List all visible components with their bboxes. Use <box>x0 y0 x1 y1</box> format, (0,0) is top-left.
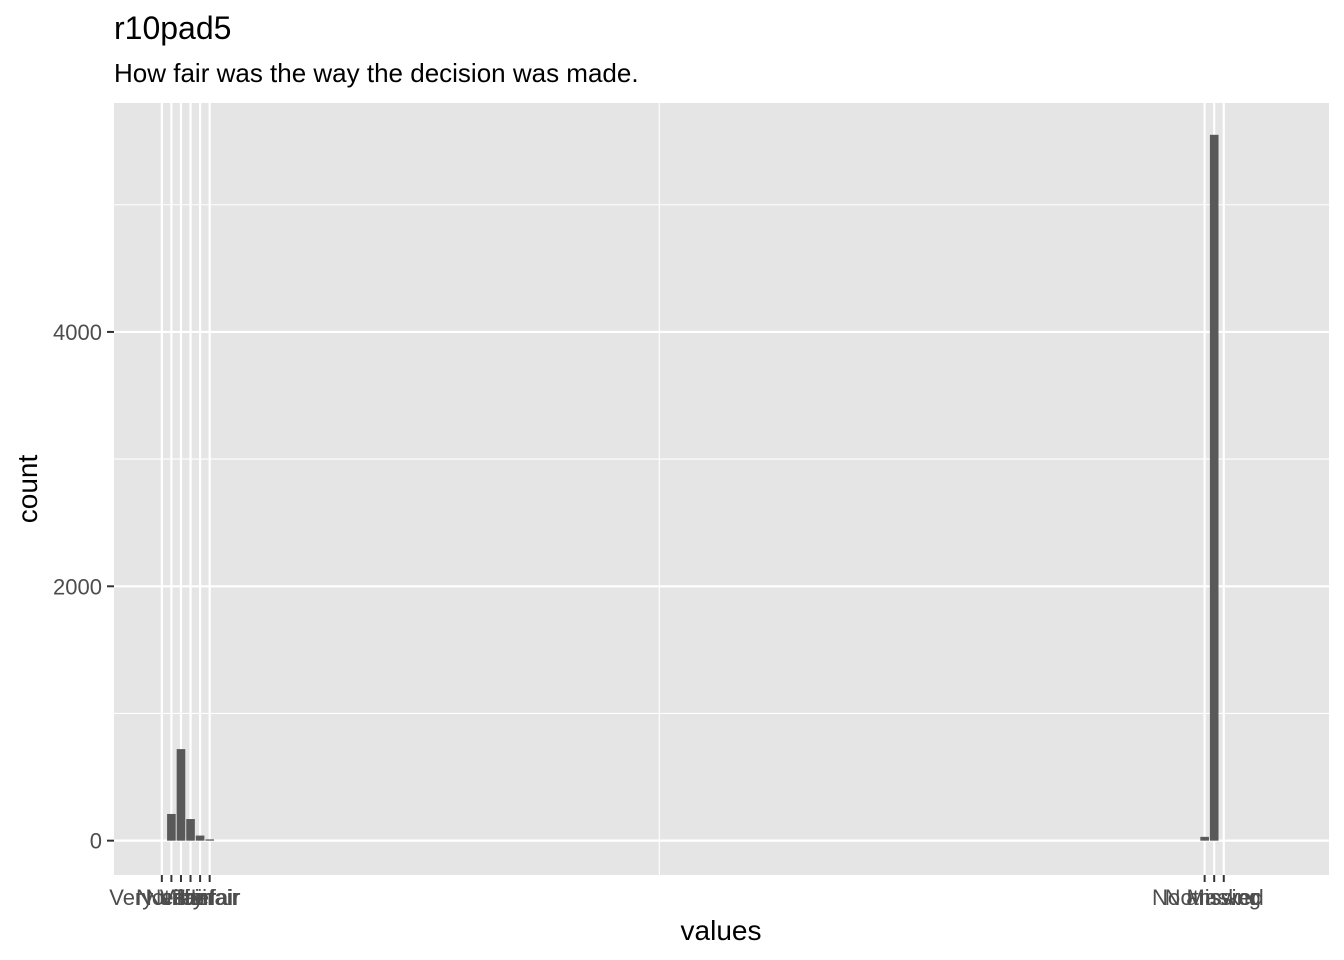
y-axis-title: count <box>12 455 43 524</box>
x-tick-label-fair: Fair <box>172 885 210 910</box>
bar-not-fair <box>167 813 176 841</box>
bar-no-answer <box>1200 836 1209 841</box>
x-tick-label-neither: Neither <box>146 885 217 910</box>
bars <box>167 134 1219 841</box>
bar-unfair <box>205 839 214 841</box>
x-tick-label-very-fair: Very fair <box>160 885 241 910</box>
plot-panel <box>114 103 1329 875</box>
y-tick-label: 4000 <box>53 320 102 345</box>
x-tick-label-missing: Missing <box>1186 885 1261 910</box>
x-axis-title: values <box>681 915 762 946</box>
bar-neither <box>176 749 186 841</box>
bar-fair <box>186 819 195 841</box>
bar-not-asked <box>1209 134 1219 841</box>
y-tick-label: 2000 <box>53 574 102 599</box>
chart-title: r10pad5 <box>114 10 231 46</box>
bar-very-fair <box>195 835 205 841</box>
chart-subtitle: How fair was the way the decision was ma… <box>114 58 639 88</box>
x-tick-label-not-fair: Not fair <box>136 885 207 910</box>
x-tick-label-not-asked: Not asked <box>1165 885 1264 910</box>
x-tick-label-very-unfair: Very unfair <box>109 885 214 910</box>
y-tick-label: 0 <box>90 829 102 854</box>
x-tick-label-unfair: Unfair <box>180 885 239 910</box>
gridlines <box>114 103 1329 875</box>
x-tick-label-no-answer: No answer <box>1152 885 1257 910</box>
y-axis: 0 2000 4000 <box>53 320 114 854</box>
